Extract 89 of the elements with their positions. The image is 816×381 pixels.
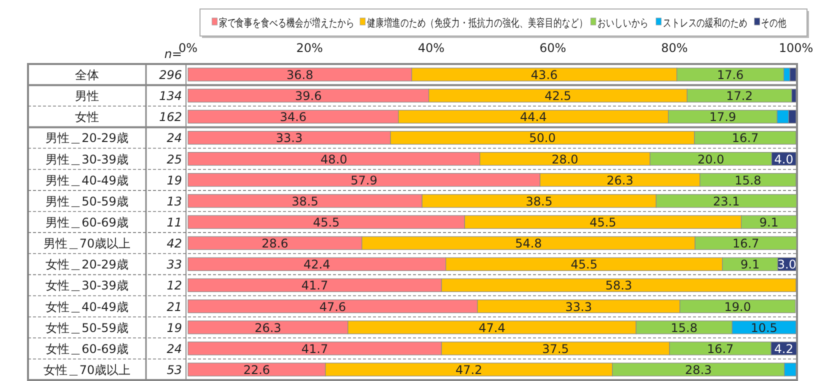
x-tick-label: 60% <box>539 41 566 55</box>
y-tick-label: 女性＿60-69歳 <box>46 342 128 356</box>
y-tick-label: 女性＿50-59歳 <box>46 320 128 335</box>
x-tick-label: 40% <box>418 41 445 55</box>
data-label: 48.0 <box>320 152 348 166</box>
data-label: 38.5 <box>526 194 552 208</box>
text: 33 <box>166 258 182 272</box>
text: 13 <box>166 194 182 208</box>
data-label: 41.7 <box>301 278 328 293</box>
data-label: 58.3 <box>605 278 632 293</box>
data-label: 33.3 <box>276 131 303 146</box>
data-label: 16.7 <box>706 342 734 356</box>
y-tick-label: 男性＿50-59歳 <box>46 194 128 208</box>
data-label: 42.5 <box>544 89 572 104</box>
y-tick-label: 女性＿70歳以上 <box>43 363 131 378</box>
y-tick-label: 男性＿20-29歳 <box>46 131 128 146</box>
data-label: 34.6 <box>280 110 307 124</box>
data-label: 36.8 <box>286 68 314 82</box>
text: 11 <box>166 216 182 230</box>
data-label: 37.5 <box>542 342 569 356</box>
text: 296 <box>159 68 182 82</box>
x-tick-label: 20% <box>296 41 323 55</box>
y-tick-label: 男性＿60-69歳 <box>46 216 128 230</box>
data-label: 22.6 <box>243 363 270 378</box>
y-tick-label: 女性＿20-29歳 <box>46 258 128 272</box>
data-label: 4.0 <box>774 152 794 166</box>
data-label: 17.2 <box>726 89 753 104</box>
data-label: 28.6 <box>262 236 288 251</box>
data-label: 28.3 <box>685 363 712 378</box>
data-label: 17.9 <box>709 110 736 124</box>
data-label: 15.8 <box>734 173 762 188</box>
data-label: 10.5 <box>750 320 778 335</box>
text: 162 <box>159 110 182 124</box>
data-label: 28.0 <box>552 152 578 166</box>
data-label: 17.6 <box>716 68 744 82</box>
y-tick-label: 女性＿40-49歳 <box>46 300 128 314</box>
data-label: 26.3 <box>254 320 282 335</box>
data-label: 33.3 <box>565 300 592 314</box>
text: 24 <box>166 342 182 356</box>
text: 24 <box>166 131 182 146</box>
data-label: 19.0 <box>724 300 751 314</box>
data-label: 54.8 <box>515 236 542 251</box>
legend-label: おいしいから <box>597 17 648 30</box>
data-label: 50.0 <box>529 131 556 146</box>
data-label: 38.5 <box>292 194 318 208</box>
data-label: 57.9 <box>350 173 378 188</box>
y-tick-label: 男性＿40-49歳 <box>46 173 128 188</box>
text: 42 <box>166 236 182 251</box>
data-label: 41.7 <box>301 342 328 356</box>
data-label: 15.8 <box>670 320 698 335</box>
data-label: 47.6 <box>319 300 346 314</box>
data-label: 3.0 <box>777 258 796 272</box>
data-label: 47.2 <box>456 363 482 378</box>
data-label: 9.1 <box>740 258 760 272</box>
legend-label: 健康増進のため（免疫力・抵抗力の強化、美容目的など） <box>366 16 588 30</box>
legend-label: ストレスの緩和のため <box>662 16 748 30</box>
x-tick-label: 100% <box>778 41 814 55</box>
data-label: 44.4 <box>520 110 547 124</box>
legend-label: その他 <box>761 16 787 30</box>
y-tick-label: 男性＿30-39歳 <box>46 152 128 166</box>
y-tick-label: 女性＿30-39歳 <box>46 278 128 293</box>
data-label: 4.2 <box>774 342 794 356</box>
text: 53 <box>166 363 182 378</box>
text: 21 <box>166 300 182 314</box>
x-tick-label: 80% <box>661 41 688 55</box>
data-label: 43.6 <box>530 68 558 82</box>
data-label: 16.7 <box>732 236 760 251</box>
data-label: 45.5 <box>570 258 598 272</box>
text: 19 <box>166 320 182 335</box>
data-label: 20.0 <box>698 152 724 166</box>
y-tick-label: 男性＿70歳以上 <box>43 236 131 251</box>
y-tick-label: 女性 <box>75 110 99 124</box>
data-label: 16.7 <box>732 131 759 146</box>
text: 19 <box>166 173 182 188</box>
data-label: 26.3 <box>606 173 634 188</box>
x-tick-label: 0% <box>178 41 198 55</box>
data-label: 9.1 <box>759 216 778 230</box>
text: 25 <box>166 152 182 166</box>
data-label: 23.1 <box>713 194 740 208</box>
y-tick-label: 男性 <box>75 89 99 104</box>
data-label: 39.6 <box>295 89 322 104</box>
data-label: 45.5 <box>590 216 616 230</box>
data-label: 45.5 <box>312 216 340 230</box>
legend-label: 家で食事を食べる機会が増えたから <box>218 16 355 30</box>
text: 134 <box>159 89 182 104</box>
data-label: 47.4 <box>478 320 506 335</box>
y-tick-label: 全体 <box>75 68 99 82</box>
text: 12 <box>166 278 182 293</box>
data-label: 42.4 <box>304 258 330 272</box>
